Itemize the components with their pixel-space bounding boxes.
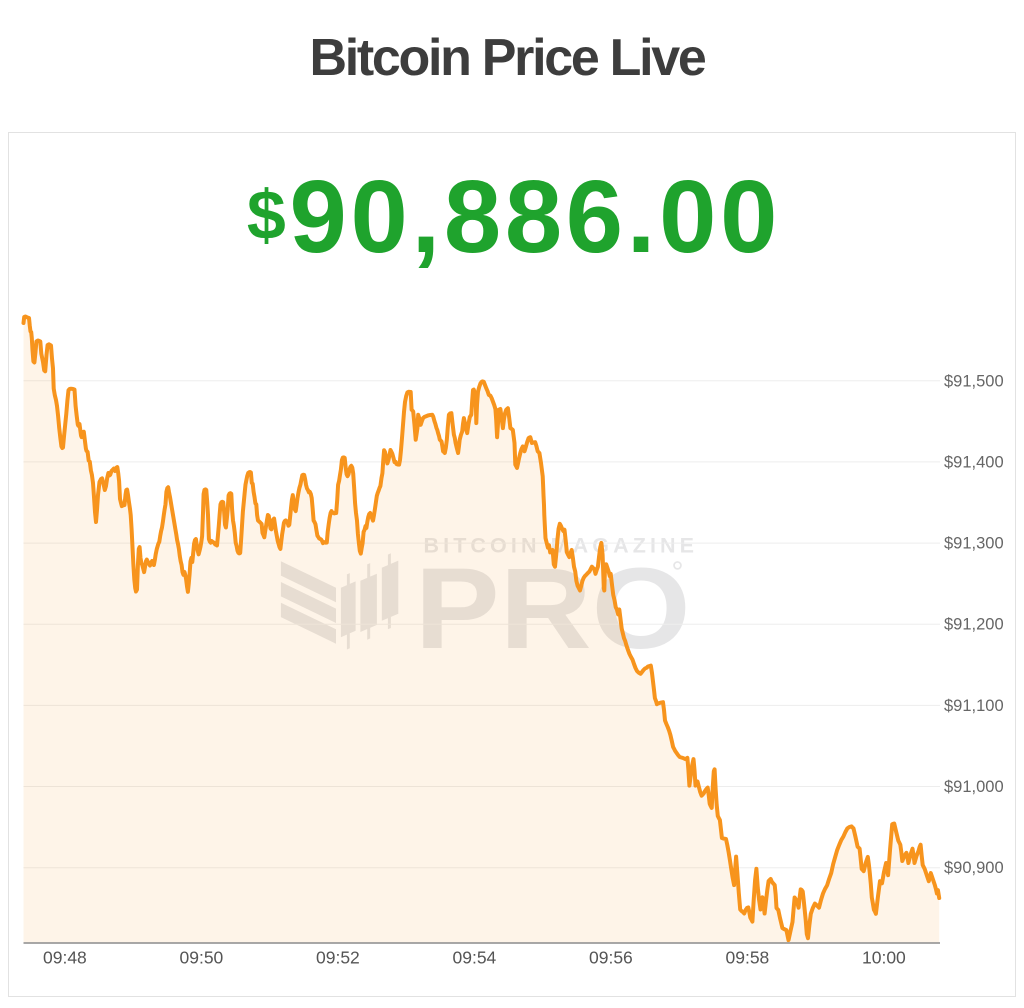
svg-text:$91,200: $91,200 [944,616,1004,634]
svg-text:09:58: 09:58 [726,948,770,968]
svg-text:$91,400: $91,400 [944,453,1004,471]
svg-text:$91,100: $91,100 [944,697,1004,715]
svg-text:09:56: 09:56 [589,948,633,968]
svg-text:$91,500: $91,500 [944,372,1004,390]
svg-text:09:54: 09:54 [453,948,497,968]
svg-text:$91,300: $91,300 [944,535,1004,553]
svg-text:10:00: 10:00 [862,948,906,968]
svg-text:$90,900: $90,900 [944,859,1004,877]
svg-text:09:48: 09:48 [43,948,87,968]
svg-text:09:52: 09:52 [316,948,360,968]
svg-text:09:50: 09:50 [180,948,224,968]
svg-text:$91,000: $91,000 [944,778,1004,796]
